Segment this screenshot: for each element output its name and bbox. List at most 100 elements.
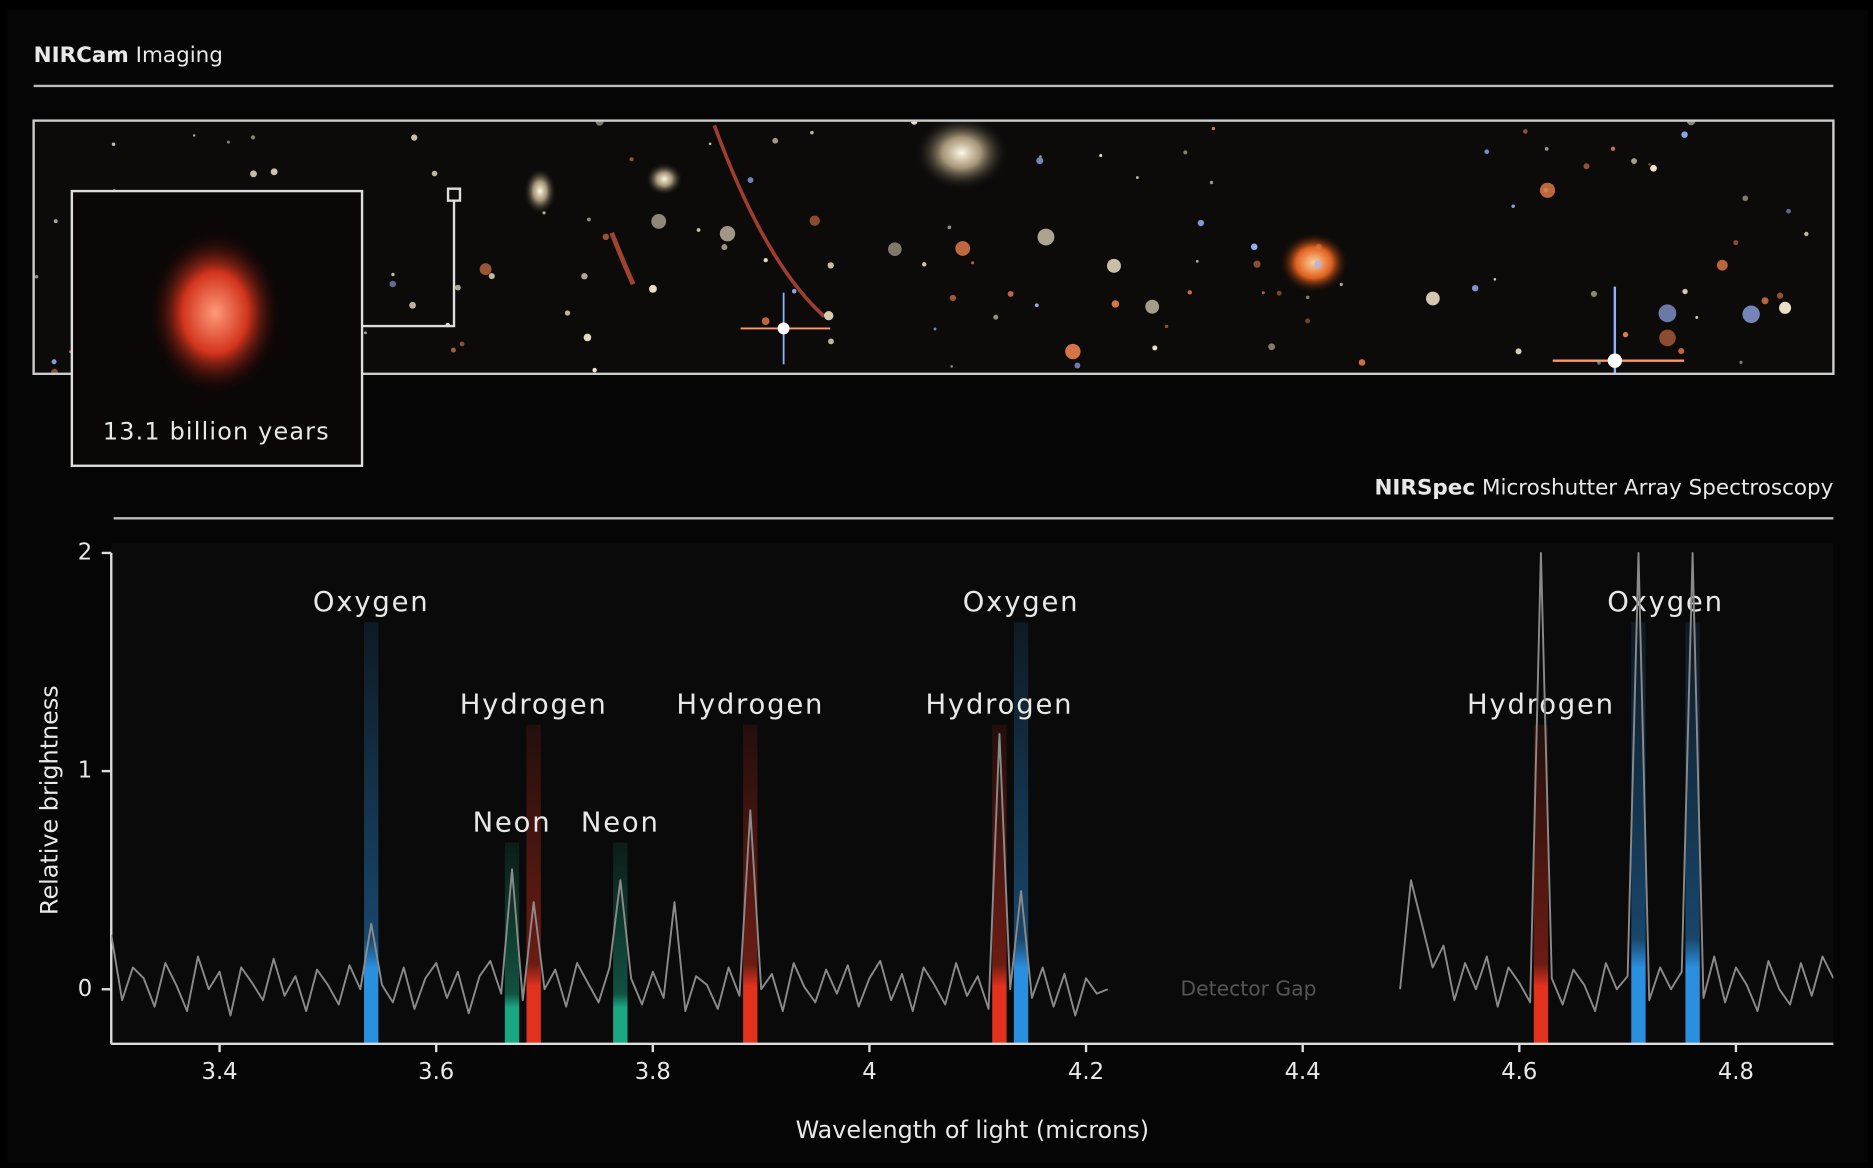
field-object xyxy=(1682,289,1687,294)
field-object xyxy=(1597,361,1601,365)
field-object xyxy=(1777,293,1783,299)
field-object xyxy=(1099,154,1102,157)
field-object xyxy=(762,317,770,325)
field-object xyxy=(250,170,257,177)
field-object xyxy=(271,168,278,175)
field-object xyxy=(828,262,834,268)
field-object xyxy=(955,241,970,256)
field-object xyxy=(1305,318,1310,323)
galaxy xyxy=(914,115,1010,191)
field-object xyxy=(542,211,545,214)
field-object xyxy=(409,302,416,309)
field-object xyxy=(709,142,712,145)
emission-band xyxy=(613,843,627,1044)
field-object xyxy=(1038,229,1055,246)
emission-band xyxy=(527,725,541,1044)
field-object xyxy=(584,334,592,342)
x-tick-label: 4.2 xyxy=(1068,1059,1104,1085)
field-object xyxy=(810,215,820,225)
field-object xyxy=(1340,283,1343,286)
field-object xyxy=(1152,345,1157,350)
field-object xyxy=(1717,260,1728,271)
field-object xyxy=(792,289,797,294)
field-object xyxy=(592,368,596,372)
emission-label: Hydrogen xyxy=(1467,690,1615,721)
spectroscopy-header: NIRSpec Microshutter Array Spectroscopy xyxy=(1374,475,1833,500)
field-object xyxy=(1484,149,1489,154)
field-object xyxy=(411,134,417,140)
field-object xyxy=(649,285,657,293)
field-object xyxy=(455,285,461,291)
field-object xyxy=(1107,259,1121,273)
field-object xyxy=(1523,129,1528,134)
field-object xyxy=(1074,363,1080,369)
field-object xyxy=(1545,147,1549,151)
field-object xyxy=(1659,330,1676,347)
field-object xyxy=(1631,158,1637,164)
field-object xyxy=(1262,291,1265,294)
field-object xyxy=(489,273,495,279)
mode: Microshutter Array Spectroscopy xyxy=(1482,475,1834,500)
field-object xyxy=(1036,157,1043,164)
y-axis-label: Relative brightness xyxy=(35,685,63,915)
field-object xyxy=(587,218,591,222)
field-object xyxy=(1804,232,1808,236)
star xyxy=(778,322,790,334)
field-object xyxy=(1253,261,1260,268)
emission-label: Oxygen xyxy=(1607,587,1724,618)
y-tick-label: 2 xyxy=(78,539,92,565)
field-object xyxy=(993,315,998,320)
field-object xyxy=(1314,261,1321,268)
field-object xyxy=(1742,306,1759,323)
page: {"image_panel": {"instrument": "NIRCam",… xyxy=(0,0,1873,1168)
field-object xyxy=(1739,361,1742,364)
field-object xyxy=(950,365,953,368)
field-object xyxy=(651,214,666,229)
field-object xyxy=(1277,291,1282,296)
field-object xyxy=(54,219,58,223)
mode: Imaging xyxy=(136,43,223,68)
x-tick-label: 4.8 xyxy=(1718,1059,1754,1085)
imaging-header: NIRCam Imaging xyxy=(34,43,223,68)
y-tick-label: 1 xyxy=(78,758,92,784)
field-object xyxy=(460,342,465,347)
field-object xyxy=(1762,297,1769,304)
instrument: NIRSpec xyxy=(1374,475,1475,500)
field-object xyxy=(1591,291,1597,297)
x-tick-label: 3.6 xyxy=(418,1059,454,1085)
field-object xyxy=(1583,163,1589,169)
field-object xyxy=(603,234,609,240)
field-object xyxy=(1511,204,1514,207)
field-object xyxy=(364,331,367,334)
field-object xyxy=(630,157,634,161)
x-tick-label: 4 xyxy=(862,1059,876,1085)
field-object xyxy=(1145,300,1159,314)
field-object xyxy=(52,359,57,364)
field-object xyxy=(721,244,727,250)
field-object xyxy=(1035,303,1039,307)
field-object xyxy=(922,262,926,266)
field-object xyxy=(391,273,394,276)
field-object xyxy=(1183,150,1187,154)
field-object xyxy=(389,281,396,288)
emission-label: Hydrogen xyxy=(676,690,824,721)
field-object xyxy=(1611,147,1615,151)
field-object xyxy=(1112,300,1119,307)
field-object xyxy=(950,295,956,301)
emission-label: Hydrogen xyxy=(460,690,608,721)
instrument: NIRCam xyxy=(34,43,129,68)
field-object xyxy=(948,225,952,229)
field-object xyxy=(934,328,937,331)
field-object xyxy=(432,171,438,177)
emission-label: Hydrogen xyxy=(925,690,1073,721)
field-object xyxy=(1196,260,1199,263)
field-object xyxy=(1786,209,1791,214)
field-object xyxy=(1426,292,1440,306)
x-tick-label: 4.4 xyxy=(1285,1059,1321,1085)
galaxy xyxy=(1278,232,1350,294)
emission-label: Oxygen xyxy=(313,587,430,618)
figure: NIRCam Imaging 13.1 billion years NIRSpe… xyxy=(0,0,1873,1168)
field-object xyxy=(1268,343,1275,350)
field-object xyxy=(227,141,230,144)
field-object xyxy=(112,143,115,146)
